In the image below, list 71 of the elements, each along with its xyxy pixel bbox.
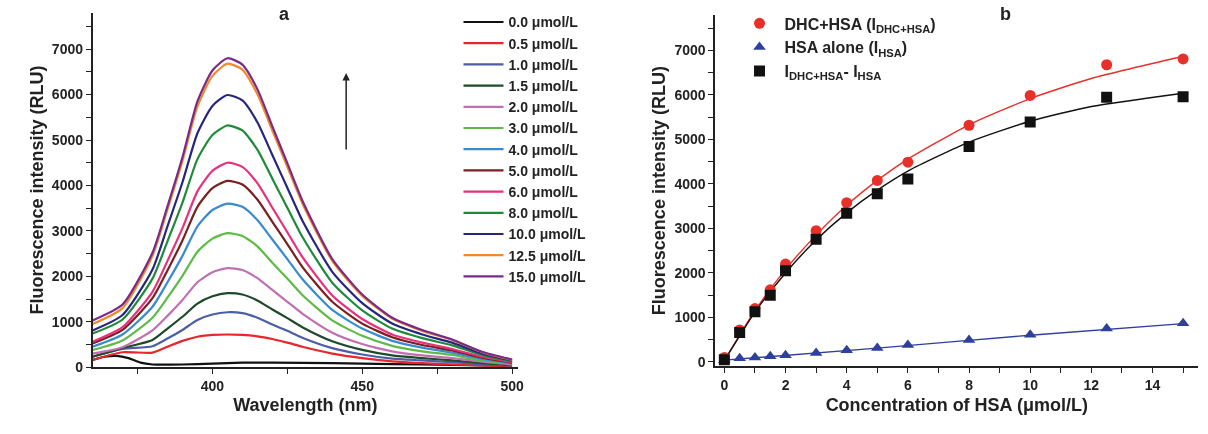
y-tick-label: 6000 <box>51 86 84 103</box>
legend-label: 8.0 μmol/L <box>508 205 579 222</box>
point <box>1024 89 1036 101</box>
point <box>841 207 853 219</box>
x-tick-label: 14 <box>1144 376 1161 393</box>
y-tick-label: 3000 <box>51 222 84 239</box>
x-tick-label: 500 <box>500 377 524 394</box>
point <box>810 233 822 245</box>
point <box>733 352 747 362</box>
point <box>780 265 792 277</box>
point <box>841 197 853 209</box>
y-tick-label: 3000 <box>674 220 706 237</box>
legend-label: I$_{DHC+HSA}$- I$_{HSA}$ <box>784 63 882 83</box>
point <box>764 289 776 301</box>
point <box>1177 53 1189 65</box>
x-tick-label: 2 <box>781 376 790 393</box>
legend-label: 4.0 μmol/L <box>508 141 579 158</box>
point <box>902 156 914 168</box>
legend-label: 12.5 μmol/L <box>508 247 586 264</box>
y-tick-label: 1000 <box>51 313 84 330</box>
legend-label: 1.0 μmol/L <box>508 56 579 73</box>
x-tick-label: 12 <box>1083 376 1100 393</box>
legend-label: 1.5 μmol/L <box>508 78 579 95</box>
legend-label: HSA alone (I$_{HSA}$) <box>784 39 908 59</box>
x-tick-label: 450 <box>350 377 375 394</box>
y-tick-label: 7000 <box>51 41 84 58</box>
y-tick-label: 7000 <box>674 42 706 59</box>
y-tick-label: 2000 <box>51 268 84 285</box>
chart-title: a <box>279 4 290 24</box>
point <box>840 344 854 354</box>
point <box>1177 91 1189 103</box>
x-axis-title: Wavelength (nm) <box>233 395 378 416</box>
legend-label: 0.5 μmol/L <box>508 35 579 52</box>
legend-label: DHC+HSA (I$_{DHC+HSA}$) <box>784 15 936 35</box>
legend-label: 6.0 μmol/L <box>508 184 579 201</box>
y-tick-label: 2000 <box>674 264 706 281</box>
x-tick-label: 0 <box>720 376 729 393</box>
point <box>748 351 762 361</box>
y-tick-label: 0 <box>697 353 706 370</box>
point <box>871 188 883 200</box>
x-tick-label: 8 <box>965 376 974 393</box>
x-tick-label: 400 <box>200 377 225 394</box>
point <box>902 173 914 185</box>
y-tick-label: 4000 <box>51 177 84 194</box>
legend-label: 2.0 μmol/L <box>508 99 579 116</box>
point <box>1101 91 1113 103</box>
legend-label: 5.0 μmol/L <box>508 162 579 179</box>
legend-label: 0.0 μmol/L <box>508 14 579 31</box>
legend-label: 3.0 μmol/L <box>508 120 579 137</box>
y-axis-title: Fluorescence intensity (RLU) <box>26 65 47 315</box>
x-tick-label: 10 <box>1022 376 1039 393</box>
y-axis-title: Fluorescence intensity (RLU) <box>649 66 670 316</box>
y-tick-label: 1000 <box>674 309 706 326</box>
y-tick-label: 5000 <box>674 131 706 148</box>
chart-title: b <box>1000 4 1011 24</box>
point <box>1024 116 1036 128</box>
legend-label: 10.0 μmol/L <box>508 226 586 243</box>
legend-label: 15.0 μmol/L <box>508 268 586 285</box>
y-tick-label: 5000 <box>51 131 84 148</box>
line-series <box>92 333 514 367</box>
y-tick-label: 4000 <box>674 175 706 192</box>
point <box>1101 59 1113 71</box>
x-axis-title: Concentration of HSA (μmol/L) <box>825 394 1088 415</box>
y-tick-label: 0 <box>75 359 84 376</box>
point <box>963 119 975 131</box>
x-tick-label: 6 <box>903 376 912 393</box>
x-tick-label: 4 <box>842 376 851 393</box>
line-series <box>92 292 514 367</box>
y-tick-label: 6000 <box>674 86 706 103</box>
point <box>963 141 975 153</box>
point <box>871 174 883 186</box>
